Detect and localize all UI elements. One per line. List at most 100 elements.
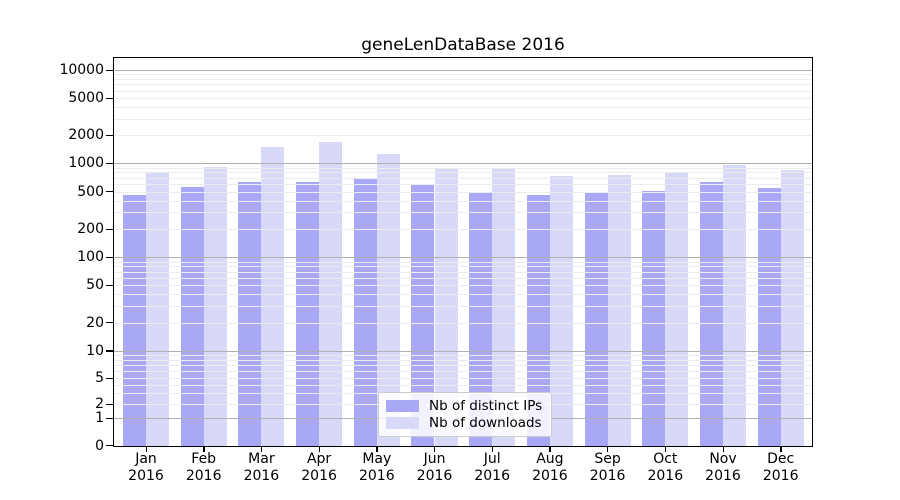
y-tick-mark	[106, 162, 113, 165]
gridline-major	[114, 163, 812, 165]
gridline-minor	[114, 177, 812, 179]
gridline-minor	[114, 118, 812, 120]
x-tick-label-line: Nov	[709, 451, 737, 467]
x-tick-label-line: 2016	[301, 468, 337, 484]
bar-distinct-ips	[238, 181, 262, 446]
gridline-major	[114, 350, 812, 352]
gridline-minor	[114, 285, 812, 287]
bar-downloads	[146, 172, 170, 446]
gridline-minor	[114, 167, 812, 169]
legend-item-downloads: Nb of downloads	[386, 415, 542, 431]
x-tick-label-line: May	[362, 451, 392, 467]
x-tick-label: Mar 2016	[226, 451, 296, 485]
bar-distinct-ips	[411, 184, 435, 446]
gridline-minor	[114, 359, 812, 361]
x-tick-label-line: 2016	[416, 468, 453, 484]
gridline-minor	[114, 371, 812, 373]
x-tick-label-line: Jun	[423, 451, 446, 467]
gridline-minor	[114, 90, 812, 92]
y-tick-label: 2000	[68, 127, 104, 144]
y-tick-label: 1000	[68, 155, 104, 172]
bar-downloads	[434, 168, 458, 446]
bar-downloads	[607, 174, 631, 446]
x-tick-label: Apr 2016	[284, 451, 354, 485]
gridline-minor	[114, 200, 812, 202]
y-tick-mark	[106, 445, 113, 447]
legend-swatch-downloads	[386, 417, 419, 429]
gridline-minor	[114, 261, 812, 263]
x-tick-label-line: Mar	[248, 451, 275, 467]
bar-downloads	[780, 169, 804, 446]
gridline-minor	[114, 271, 812, 273]
gridline-minor	[114, 79, 812, 81]
bar-distinct-ips	[469, 191, 493, 446]
plot-area	[113, 57, 813, 447]
bar-distinct-ips	[642, 190, 666, 446]
x-tick-label: Aug 2016	[515, 451, 585, 485]
y-tick-label: 1	[95, 410, 104, 426]
bar-distinct-ips	[353, 178, 377, 446]
gridline-minor	[114, 354, 812, 356]
bar-downloads	[376, 153, 400, 446]
y-tick-label: 10000	[59, 62, 104, 78]
x-tick-label-line: Aug	[536, 451, 564, 467]
chart-title: geneLenDataBase 2016	[361, 35, 565, 55]
x-tick-label-line: 2016	[243, 468, 280, 484]
gridline-minor	[114, 278, 812, 280]
y-tick-mark	[106, 322, 113, 324]
gridline-minor	[114, 74, 812, 76]
y-tick-mark	[106, 191, 113, 193]
y-tick-mark	[106, 403, 113, 405]
gridline-minor	[114, 184, 812, 186]
y-tick-mark	[106, 69, 113, 71]
x-tick-label: Jan 2016	[111, 451, 181, 485]
x-tick-label: Feb 2016	[169, 451, 239, 485]
x-tick-label-line: 2016	[532, 468, 568, 484]
y-tick-mark	[106, 256, 113, 259]
y-tick-label: 10	[86, 342, 104, 359]
legend-label-distinct-ips: Nb of distinct IPs	[429, 398, 543, 414]
gridline-major	[114, 257, 812, 259]
gridline-minor	[114, 191, 812, 193]
gridline-minor	[114, 135, 812, 137]
x-tick-label: Sep 2016	[573, 451, 643, 485]
legend: Nb of distinct IPs Nb of downloads	[378, 392, 553, 437]
gridline-minor	[114, 84, 812, 86]
x-tick-label-line: 2016	[358, 468, 395, 484]
x-tick-label-line: Jan	[135, 451, 157, 467]
bar-downloads	[723, 164, 747, 446]
y-tick-mark	[106, 377, 113, 380]
y-tick-mark	[106, 97, 113, 99]
bar-distinct-ips	[699, 181, 723, 446]
gridline-major	[114, 70, 812, 71]
gridline-minor	[114, 107, 812, 109]
bar-downloads	[549, 175, 573, 446]
bar-distinct-ips	[296, 181, 320, 446]
gridline-minor	[114, 266, 812, 268]
gridline-minor	[114, 306, 812, 308]
y-tick-mark	[106, 417, 113, 419]
legend-item-distinct-ips: Nb of distinct IPs	[386, 398, 542, 414]
x-tick-label-line: 2016	[128, 468, 164, 484]
x-tick-label-line: 2016	[589, 468, 626, 484]
x-tick-label-line: 2016	[185, 468, 222, 484]
x-tick-label-line: 2016	[474, 468, 510, 484]
y-tick-mark	[106, 284, 113, 287]
gridline-minor	[114, 98, 812, 100]
gridline-minor	[114, 294, 812, 296]
bar-distinct-ips	[122, 195, 146, 446]
y-tick-label: 5000	[68, 90, 104, 107]
y-tick-label: 20	[86, 314, 104, 331]
bar-downloads	[665, 173, 689, 446]
x-tick-label-line: Oct	[653, 451, 678, 467]
x-tick-label-line: Jul	[483, 451, 501, 467]
gridline-minor	[114, 212, 812, 214]
x-tick-label: Dec 2016	[746, 451, 816, 485]
y-tick-label: 500	[77, 183, 104, 200]
y-tick-label: 2	[95, 396, 104, 412]
x-tick-label: Nov 2016	[688, 451, 758, 485]
gridline-minor	[114, 364, 812, 366]
x-tick-label-line: 2016	[647, 468, 684, 484]
bar-downloads	[319, 142, 343, 446]
